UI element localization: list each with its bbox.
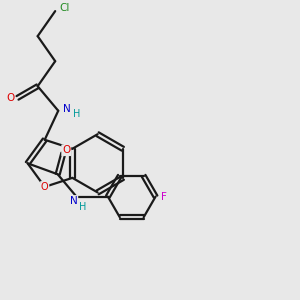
Text: Cl: Cl — [59, 3, 70, 13]
Text: H: H — [79, 202, 86, 212]
Text: O: O — [6, 93, 14, 103]
Text: F: F — [161, 192, 167, 202]
Text: H: H — [73, 109, 80, 119]
Text: N: N — [70, 196, 77, 206]
Text: N: N — [62, 104, 70, 114]
Text: O: O — [62, 145, 70, 155]
Text: O: O — [41, 182, 49, 192]
